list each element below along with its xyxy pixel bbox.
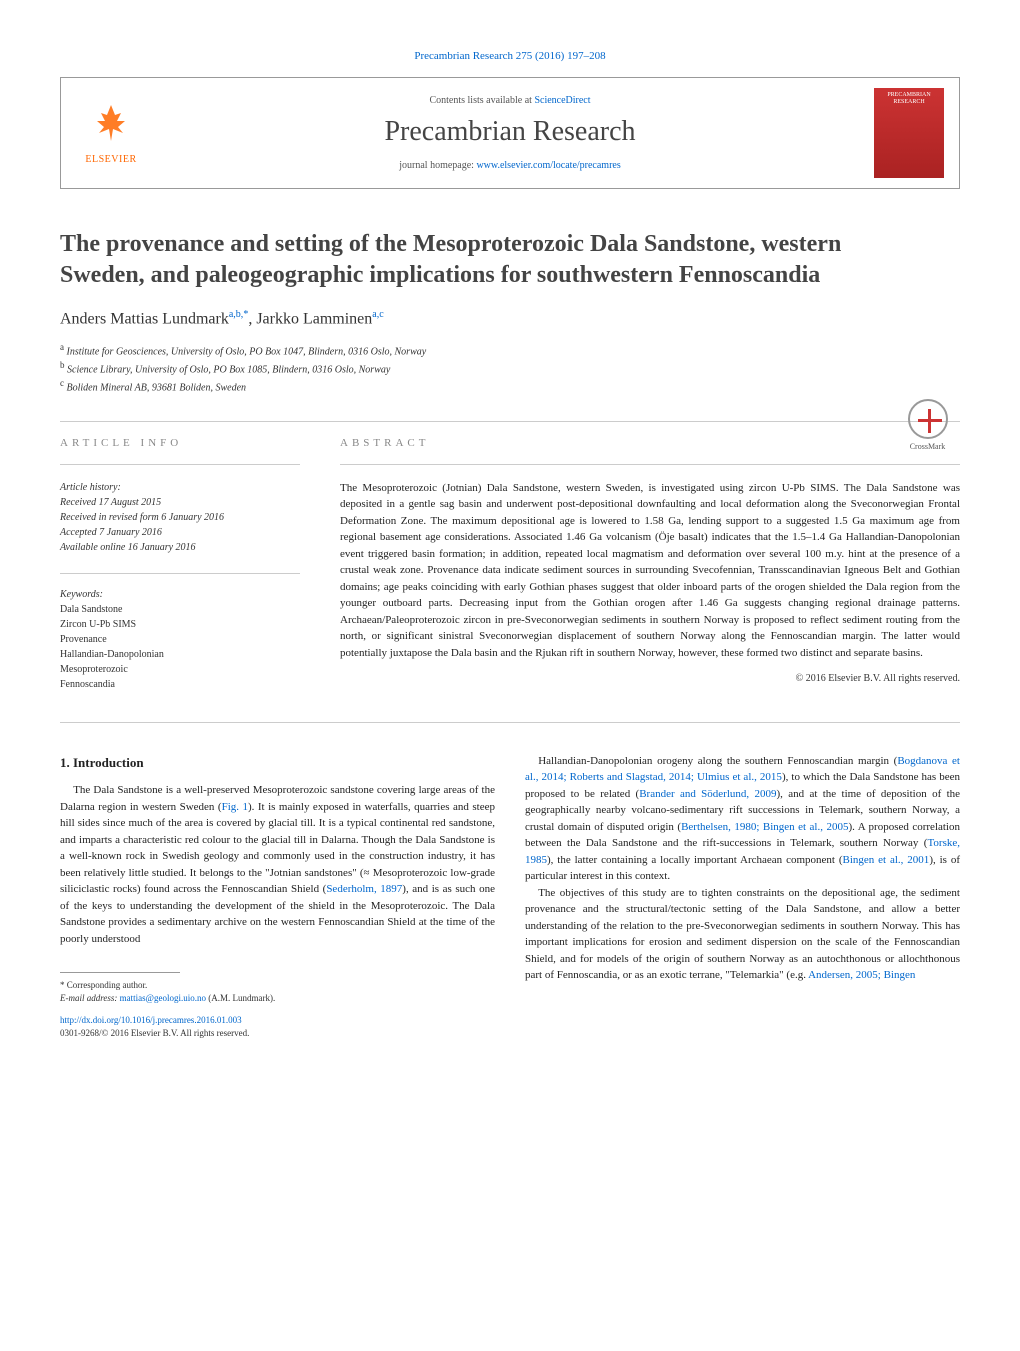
keyword: Zircon U-Pb SIMS xyxy=(60,617,300,632)
divider xyxy=(60,573,300,574)
body-text: ). It is mainly exposed in waterfalls, q… xyxy=(60,801,495,896)
doi-link[interactable]: http://dx.doi.org/10.1016/j.precamres.20… xyxy=(60,1015,242,1025)
keywords-list: Dala Sandstone Zircon U-Pb SIMS Provenan… xyxy=(60,602,300,692)
body-text: Hallandian-Danopolonian orogeny along th… xyxy=(538,755,897,767)
citation-link[interactable]: Bingen et al., 2001 xyxy=(843,854,930,866)
author-1: Anders Mattias Lundmark xyxy=(60,311,229,328)
affiliation-c: Boliden Mineral AB, 93681 Boliden, Swede… xyxy=(67,383,247,394)
keyword: Dala Sandstone xyxy=(60,602,300,617)
body-column-left: 1. Introduction The Dala Sandstone is a … xyxy=(60,753,495,1040)
cover-text-1: PRECAMBRIAN xyxy=(887,92,930,99)
keyword: Fennoscandia xyxy=(60,677,300,692)
history-revised: Received in revised form 6 January 2016 xyxy=(60,510,300,525)
history-accepted: Accepted 7 January 2016 xyxy=(60,525,300,540)
article-info-label: ARTICLE INFO xyxy=(60,437,300,449)
crossmark-badge[interactable]: CrossMark xyxy=(895,399,960,464)
email-label: E-mail address: xyxy=(60,993,120,1003)
cover-text-2: RESEARCH xyxy=(893,99,924,106)
corresponding-footnote: * Corresponding author. xyxy=(60,979,495,992)
divider xyxy=(60,421,960,422)
abstract-label: ABSTRACT xyxy=(340,437,960,449)
abstract-copyright: © 2016 Elsevier B.V. All rights reserved… xyxy=(340,673,960,684)
email-footnote: E-mail address: mattias@geologi.uio.no (… xyxy=(60,992,495,1005)
figure-ref[interactable]: Fig. 1 xyxy=(222,801,248,813)
history-label: Article history: xyxy=(60,480,300,495)
email-suffix: (A.M. Lundmark). xyxy=(206,993,275,1003)
citation-link[interactable]: Berthelsen, 1980; Bingen et al., 2005 xyxy=(681,821,848,833)
crossmark-icon xyxy=(908,399,948,439)
divider xyxy=(340,464,960,465)
homepage-link[interactable]: www.elsevier.com/locate/precamres xyxy=(476,160,620,171)
email-link[interactable]: mattias@geologi.uio.no xyxy=(120,993,206,1003)
journal-header: ELSEVIER Contents lists available at Sci… xyxy=(60,77,960,189)
elsevier-label: ELSEVIER xyxy=(85,154,136,165)
author-2-aff: a,c xyxy=(372,309,383,320)
contents-prefix: Contents lists available at xyxy=(429,95,534,106)
divider xyxy=(60,464,300,465)
footnote-divider xyxy=(60,972,180,973)
author-2: Jarkko Lamminen xyxy=(256,311,372,328)
keywords-label: Keywords: xyxy=(60,589,300,600)
body-text: The objectives of this study are to tigh… xyxy=(525,887,960,982)
abstract-text: The Mesoproterozoic (Jotnian) Dala Sands… xyxy=(340,480,960,662)
elsevier-logo: ELSEVIER xyxy=(76,93,146,173)
journal-reference: Precambrian Research 275 (2016) 197–208 xyxy=(60,50,960,62)
journal-cover-thumbnail: PRECAMBRIAN RESEARCH xyxy=(874,88,944,178)
keyword: Hallandian-Danopolonian xyxy=(60,647,300,662)
issn-copyright: 0301-9268/© 2016 Elsevier B.V. All right… xyxy=(60,1028,249,1038)
affiliations-block: a Institute for Geosciences, University … xyxy=(60,341,960,396)
history-online: Available online 16 January 2016 xyxy=(60,540,300,555)
intro-heading: 1. Introduction xyxy=(60,753,495,773)
body-text: ), the latter containing a locally impor… xyxy=(547,854,843,866)
journal-name: Precambrian Research xyxy=(146,116,874,148)
history-received: Received 17 August 2015 xyxy=(60,495,300,510)
citation-link[interactable]: Sederholm, 1897 xyxy=(326,883,402,895)
crossmark-label: CrossMark xyxy=(895,442,960,451)
sciencedirect-link[interactable]: ScienceDirect xyxy=(534,95,590,106)
article-history: Article history: Received 17 August 2015… xyxy=(60,480,300,555)
homepage-prefix: journal homepage: xyxy=(399,160,476,171)
keyword: Provenance xyxy=(60,632,300,647)
divider xyxy=(60,722,960,723)
authors-line: Anders Mattias Lundmarka,b,*, Jarkko Lam… xyxy=(60,309,960,328)
contents-line: Contents lists available at ScienceDirec… xyxy=(146,95,874,106)
citation-link[interactable]: Andersen, 2005; Bingen xyxy=(808,969,915,981)
homepage-line: journal homepage: www.elsevier.com/locat… xyxy=(146,160,874,171)
article-title: The provenance and setting of the Mesopr… xyxy=(60,229,860,291)
body-column-right: Hallandian-Danopolonian orogeny along th… xyxy=(525,753,960,1040)
author-1-aff: a,b, xyxy=(229,309,243,320)
keyword: Mesoproterozoic xyxy=(60,662,300,677)
elsevier-tree-icon xyxy=(89,101,133,152)
affiliation-b: Science Library, University of Oslo, PO … xyxy=(67,364,390,375)
affiliation-a: Institute for Geosciences, University of… xyxy=(67,346,427,357)
citation-link[interactable]: Brander and Söderlund, 2009 xyxy=(639,788,776,800)
